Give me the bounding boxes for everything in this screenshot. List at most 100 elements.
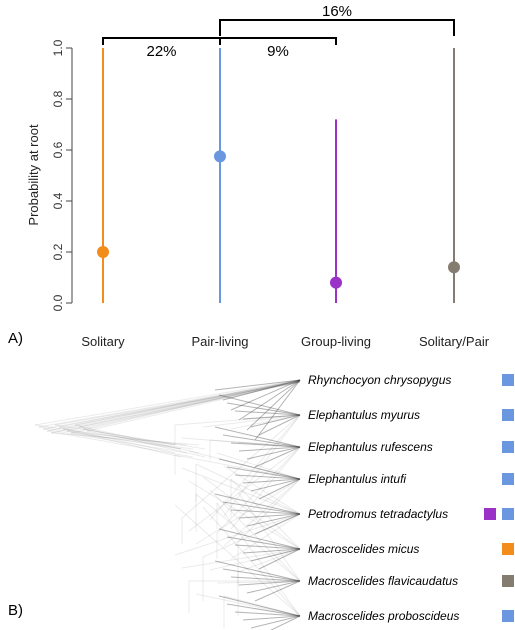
tree-branch	[218, 394, 301, 416]
tree-branch	[226, 536, 301, 550]
tree-branch	[86, 430, 182, 450]
comparison-bracket	[219, 37, 337, 45]
tree-branch	[216, 502, 301, 617]
chart-marks	[97, 48, 460, 303]
tree-branch	[250, 615, 301, 629]
tree-branch	[246, 580, 301, 594]
tree-branch	[216, 452, 301, 480]
tree-branch	[174, 454, 301, 480]
tree-branch	[246, 379, 301, 431]
tree-branch	[230, 509, 301, 515]
tree-branch	[86, 380, 301, 432]
tree-branch	[222, 379, 301, 401]
tree-branch	[254, 446, 301, 468]
tree-branch	[195, 478, 301, 545]
comparison-label: 22%	[146, 43, 176, 60]
state-square	[502, 575, 514, 587]
point-estimate	[214, 150, 226, 163]
y-axis-label: Probability at root	[26, 124, 41, 226]
state-square	[502, 374, 514, 386]
tree-branch	[66, 381, 301, 432]
tree-branch	[250, 414, 301, 428]
tree-branch	[214, 560, 301, 582]
tree-branch	[234, 611, 301, 617]
tree-branch	[250, 478, 301, 492]
tree-branch	[230, 513, 301, 560]
tree-branch	[254, 513, 301, 535]
tree-branch	[209, 414, 301, 521]
tree-branch	[270, 615, 301, 630]
comparison-bracket	[219, 19, 455, 36]
tree-branch	[78, 381, 301, 428]
tree-branch	[218, 458, 301, 480]
tree-branch	[74, 424, 200, 454]
tree-branch	[82, 428, 176, 446]
tree-branch	[42, 381, 301, 430]
tree-branch	[188, 480, 301, 550]
tree-branch	[258, 548, 301, 570]
tree-branch	[258, 478, 301, 500]
tree-branch	[242, 548, 301, 554]
tree-branch	[230, 576, 301, 582]
tree-branch	[214, 493, 301, 515]
tree-branch	[34, 424, 176, 446]
tree-branch	[38, 426, 182, 450]
tree-branch	[188, 450, 301, 480]
tree-branch	[54, 424, 206, 450]
state-square	[502, 409, 514, 421]
tree-branch	[58, 379, 301, 428]
tree-branch	[202, 506, 301, 617]
tree-branch	[223, 414, 301, 517]
tree-branch	[238, 580, 301, 586]
tree-branch	[82, 379, 301, 430]
tree-branch	[214, 426, 301, 448]
comparison-label: 16%	[322, 3, 352, 20]
tree-branch	[230, 379, 301, 411]
y-tick-label: 0.0	[51, 294, 65, 311]
point-estimate	[97, 246, 109, 258]
tree-branch	[254, 580, 301, 602]
y-tick-label: 0.8	[51, 90, 65, 107]
y-tick-label: 0.6	[51, 141, 65, 158]
tree-branch	[230, 446, 301, 530]
tree-branch	[174, 504, 301, 617]
tree-branch	[214, 379, 301, 391]
phylogeny-tree	[34, 379, 301, 630]
species-label: Rhynchocyon chrysopygus	[308, 373, 451, 387]
phylogeny-panel: Rhynchocyon chrysopygus Elephantulus myur…	[8, 373, 514, 630]
tree-branch	[66, 430, 188, 446]
tree-branch	[195, 493, 301, 582]
tree-branch	[195, 463, 301, 515]
tree-branch	[195, 593, 301, 617]
tree-branch	[223, 478, 301, 547]
state-square	[502, 473, 514, 485]
tree-branch	[226, 466, 301, 480]
tree-branch	[34, 379, 301, 426]
species-label: Elephantulus rufescens	[308, 440, 433, 454]
tree-branch	[42, 428, 188, 454]
tree-branch	[70, 379, 301, 434]
tree-branch	[242, 478, 301, 484]
comparison-brackets: 22% 9% 16%	[102, 3, 455, 60]
tree-branch	[58, 426, 176, 454]
y-tick-label: 0.4	[51, 192, 65, 209]
species-label: Elephantulus myurus	[308, 408, 420, 422]
tree-branch	[238, 513, 301, 519]
panel-a-label: A)	[8, 330, 23, 347]
tree-branch	[181, 437, 301, 448]
tree-branch	[242, 615, 301, 621]
point-estimate	[330, 276, 342, 289]
point-estimate	[448, 261, 460, 274]
species-label: Macroscelides proboscideus	[308, 609, 459, 623]
tree-branch	[50, 432, 200, 446]
panel-b-label: B)	[8, 602, 23, 619]
state-square	[502, 441, 514, 453]
tree-branch	[50, 380, 301, 434]
tree-branch	[238, 379, 301, 421]
tree-branch	[230, 478, 301, 550]
tree-branch	[216, 446, 301, 534]
tree-branch	[174, 414, 301, 426]
tree-branch	[209, 548, 301, 571]
species-label: Elephantulus intufi	[308, 472, 406, 486]
x-tick-label: Group-living	[301, 334, 371, 349]
